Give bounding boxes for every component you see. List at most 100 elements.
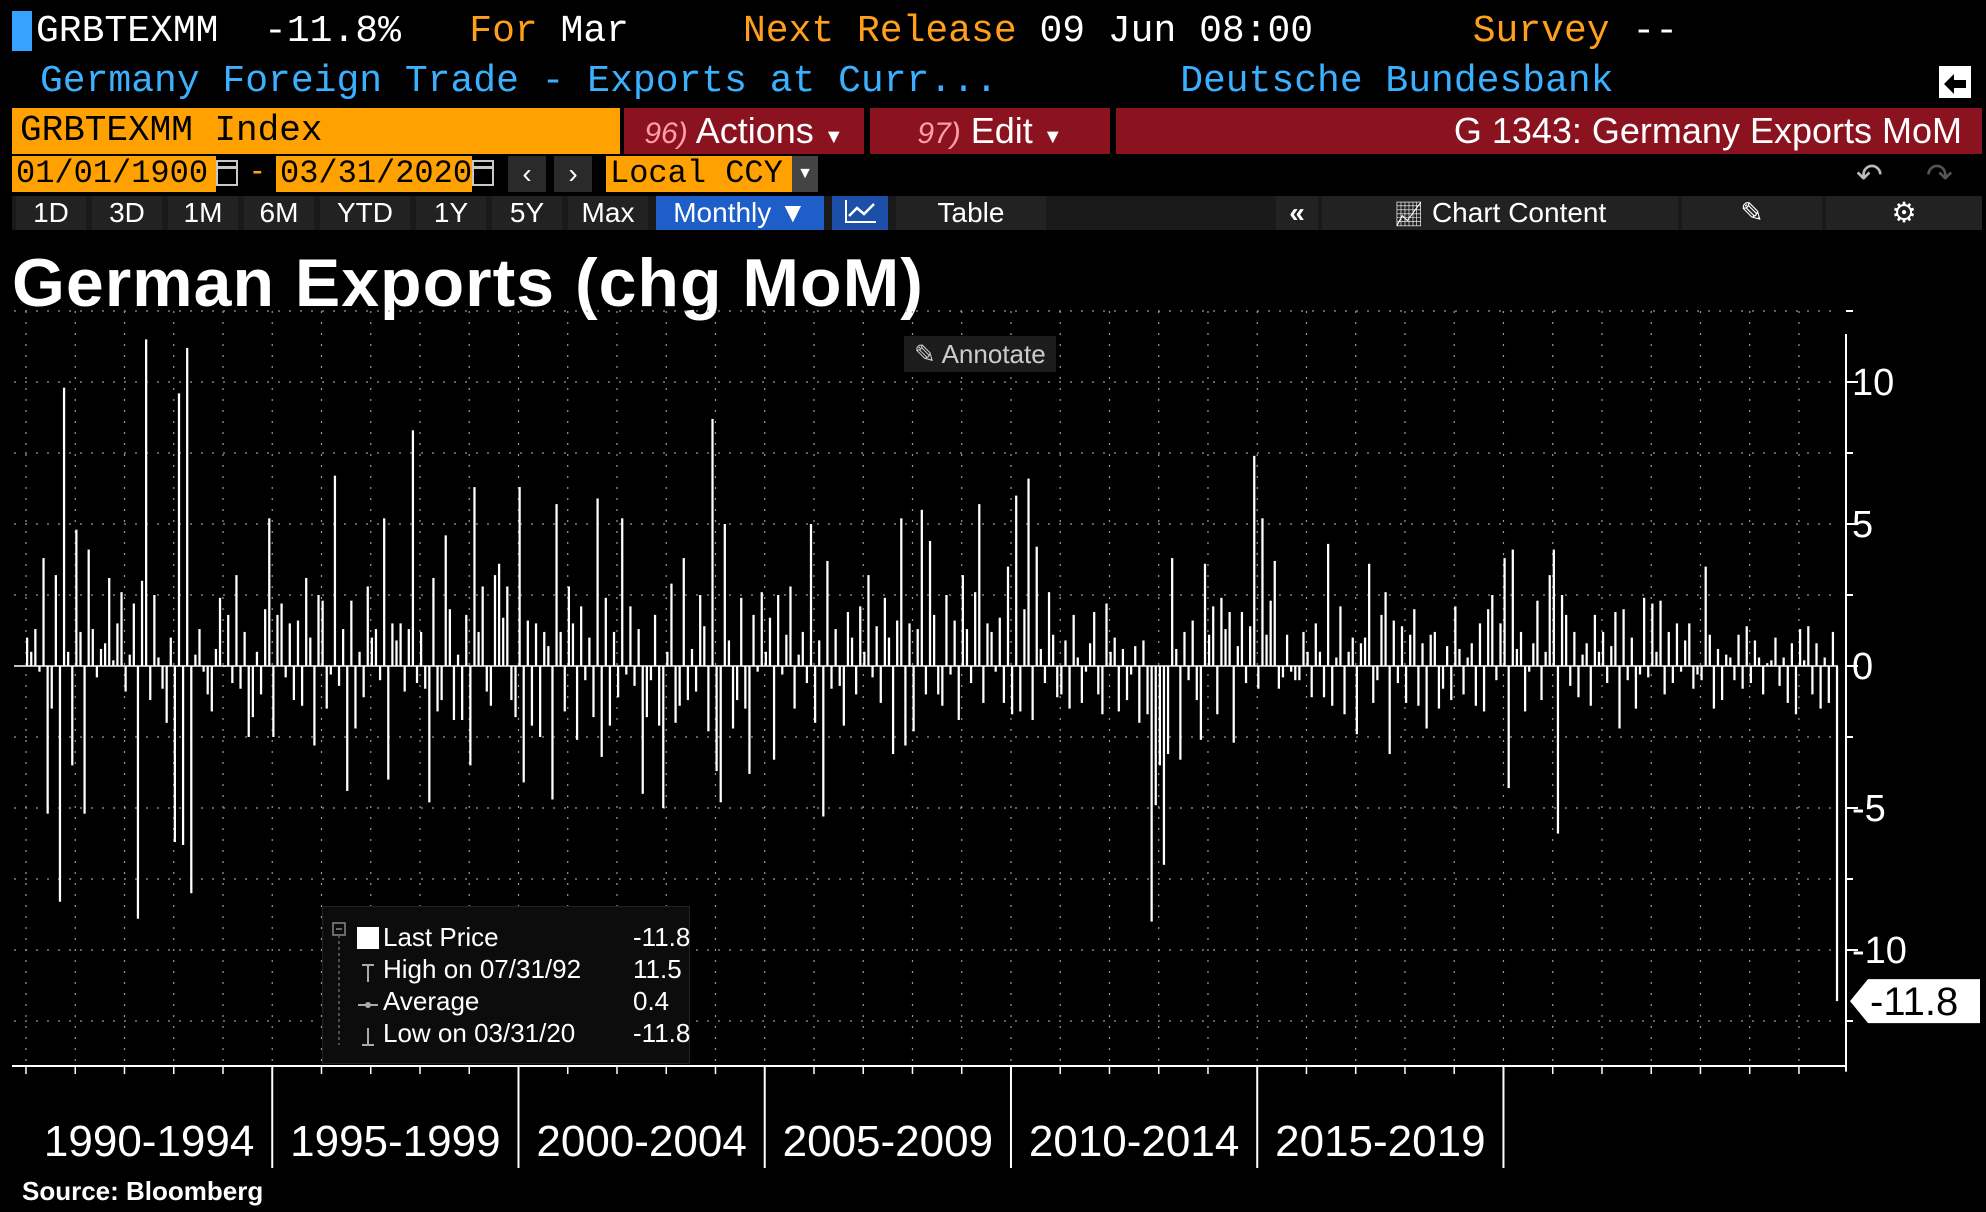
bar-mark <box>1651 603 1654 666</box>
bar-mark <box>645 666 648 718</box>
line-chart-icon[interactable] <box>832 196 888 230</box>
bar-mark <box>1708 634 1711 666</box>
bar-mark <box>641 666 644 794</box>
calendar-icon[interactable] <box>472 160 494 186</box>
ticker[interactable]: GRBTEXMM <box>36 10 219 53</box>
bar-mark <box>760 592 763 666</box>
bar-mark <box>1277 666 1280 689</box>
bar-mark <box>112 660 115 666</box>
bar-mark <box>1417 666 1420 706</box>
survey-label: Survey <box>1472 10 1610 53</box>
actions-button[interactable]: 96) Actions ▼ <box>624 108 864 154</box>
bar-mark <box>1487 609 1490 666</box>
bar-mark <box>1121 648 1125 666</box>
bar-mark <box>1466 657 1469 666</box>
bar-mark <box>452 666 456 720</box>
bar-mark <box>165 666 168 723</box>
bar-mark <box>1725 654 1728 666</box>
bar-mark <box>1409 634 1412 666</box>
bar-mark <box>99 648 103 666</box>
edit-chart-icon[interactable]: ✎ <box>1682 196 1822 230</box>
table-button[interactable]: Table <box>896 196 1046 230</box>
range-3d[interactable]: 3D <box>92 196 162 230</box>
security-marker <box>12 10 32 51</box>
bar-mark <box>1692 666 1695 689</box>
bar-mark <box>255 651 259 666</box>
collapse-icon[interactable]: « <box>1276 196 1318 230</box>
range-max[interactable]: Max <box>568 196 648 230</box>
bar-mark <box>608 666 612 726</box>
bar-mark <box>1006 566 1010 666</box>
bar-mark <box>543 631 546 666</box>
bar-mark <box>1437 666 1441 709</box>
bar-mark <box>534 623 538 666</box>
bar-mark <box>1807 626 1810 666</box>
bar-mark <box>214 648 218 666</box>
bar-mark <box>1064 640 1067 666</box>
bar-mark <box>1113 637 1116 666</box>
currency-select[interactable]: Local CCY <box>606 156 792 192</box>
bar-mark <box>1446 646 1449 666</box>
undo-icon[interactable]: ↶ <box>1856 157 1883 193</box>
bar-mark <box>945 595 948 666</box>
edit-button[interactable]: 97) Edit ▼ <box>870 108 1110 154</box>
grid-lines <box>14 310 1838 1064</box>
y-tick-label: 0 <box>1852 646 1873 688</box>
bar-mark <box>1199 666 1203 740</box>
bar-mark <box>1495 666 1498 681</box>
range-1y[interactable]: 1Y <box>416 196 486 230</box>
security-index-field[interactable]: GRBTEXMM Index <box>12 108 620 154</box>
range-ytd[interactable]: YTD <box>320 196 410 230</box>
bar-mark <box>1002 666 1006 703</box>
bar-mark <box>731 666 735 729</box>
annotate-button[interactable]: ✎ Annotate <box>904 336 1056 372</box>
bar-mark <box>1396 666 1400 684</box>
bar-mark <box>1097 666 1100 695</box>
range-5y[interactable]: 5Y <box>492 196 562 230</box>
bar-mark <box>649 666 653 681</box>
frequency-select[interactable]: Monthly ▼ <box>656 196 824 230</box>
range-1m[interactable]: 1M <box>168 196 238 230</box>
bar-mark <box>690 648 694 666</box>
bar-mark <box>62 387 66 666</box>
bar-mark <box>1343 666 1346 715</box>
chart-content-button[interactable]: 📈︎ Chart Content <box>1322 196 1678 230</box>
popout-icon[interactable] <box>1938 64 1972 100</box>
bar-mark <box>965 629 969 666</box>
bar-mark <box>1179 666 1182 760</box>
gear-icon[interactable]: ⚙ <box>1826 196 1982 230</box>
redo-icon[interactable]: ↷ <box>1926 157 1953 193</box>
bar-mark <box>1811 666 1814 695</box>
bar-mark <box>1762 666 1765 695</box>
prev-period-button[interactable]: ‹ <box>508 156 546 192</box>
calendar-icon[interactable] <box>216 160 238 186</box>
bar-mark <box>1803 660 1806 666</box>
bar-mark <box>1322 666 1326 698</box>
bar-mark <box>789 586 792 666</box>
range-6m[interactable]: 6M <box>244 196 314 230</box>
x-group-label: 1990-1994 <box>44 1117 254 1166</box>
bar-mark <box>744 666 747 709</box>
data-source-name: Deutsche Bundesbank <box>1180 60 1614 103</box>
bar-mark <box>567 586 570 666</box>
bar-mark <box>1158 666 1161 766</box>
end-date-input[interactable]: 03/31/2020 <box>276 156 472 192</box>
bar-mark <box>551 666 554 800</box>
next-period-button[interactable]: › <box>554 156 592 192</box>
range-1d[interactable]: 1D <box>16 196 86 230</box>
bar-mark <box>440 666 443 701</box>
bar-mark <box>461 666 464 720</box>
bar-mark <box>826 560 829 666</box>
bar-mark <box>1647 666 1650 678</box>
bar-mark <box>526 620 529 666</box>
security-header: GRBTEXMM -11.8% For Mar Next Release 09 … <box>12 10 1678 58</box>
bar-mark <box>887 637 891 666</box>
bar-mark <box>54 575 57 666</box>
bar-mark <box>612 631 616 666</box>
bar-mark <box>1355 666 1358 735</box>
start-date-input[interactable]: 01/01/1900 <box>12 156 216 192</box>
bar-mark <box>1753 640 1757 666</box>
chevron-down-icon[interactable]: ▼ <box>792 156 818 192</box>
bar-mark <box>547 646 550 666</box>
bar-mark <box>1125 666 1129 701</box>
